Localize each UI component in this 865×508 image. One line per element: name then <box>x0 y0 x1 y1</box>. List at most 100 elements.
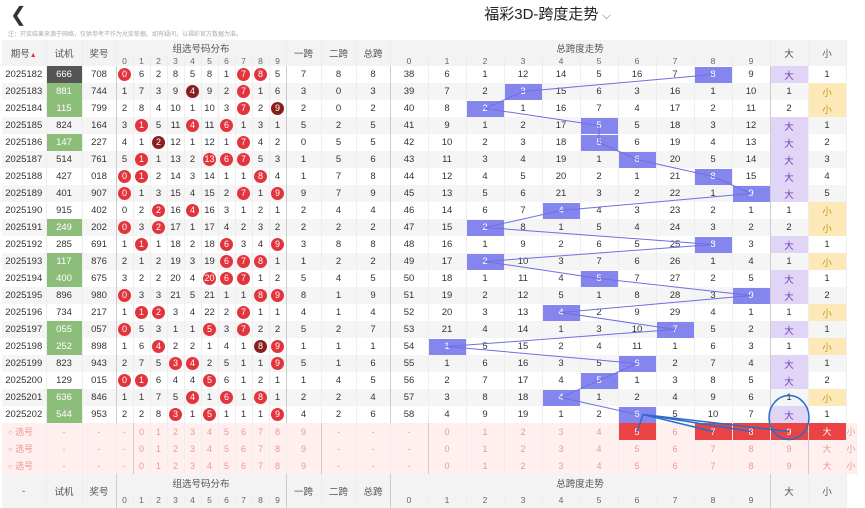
pick-digit-7[interactable]: 7 <box>252 440 270 457</box>
pick-digit-9[interactable]: 9 <box>286 457 322 474</box>
pick-trend-digit-5[interactable]: 5 <box>618 440 657 457</box>
pick-label[interactable]: ○ 选号 <box>2 440 47 457</box>
pick-digit-5[interactable]: 5 <box>218 423 236 440</box>
page-title[interactable]: 福彩3D-跨度走势 ⌵ <box>0 3 865 24</box>
drawn-ball: 3 <box>169 408 182 421</box>
sort-icon[interactable]: ▲ <box>29 52 37 59</box>
pick-digit-8[interactable]: 8 <box>269 440 287 457</box>
pick-digit-3[interactable]: 3 <box>184 423 202 440</box>
pick-small[interactable]: 小 <box>846 423 857 440</box>
pick-digit-6[interactable]: 6 <box>235 423 253 440</box>
pick-digit-1[interactable]: 1 <box>150 457 168 474</box>
pick-digit-2[interactable]: 2 <box>167 423 185 440</box>
pick-trend-digit-9[interactable]: 9 <box>770 440 809 457</box>
pick-small[interactable]: 小 <box>846 457 857 474</box>
pick-digit-4[interactable]: 4 <box>201 423 219 440</box>
trend-cell-7: 1 <box>656 338 695 355</box>
pick-digit-4[interactable]: 4 <box>201 457 219 474</box>
pick-digit-2[interactable]: 2 <box>167 457 185 474</box>
dist-miss: 5 <box>172 392 179 403</box>
back-chevron-left-icon[interactable]: ❮ <box>10 2 27 26</box>
trend-miss: 3 <box>482 307 488 318</box>
radio-icon[interactable]: ○ <box>8 428 16 437</box>
pick-trend-digit-5[interactable]: 5 <box>618 423 657 440</box>
pick-label[interactable]: ○ 选号 <box>2 457 47 474</box>
pick-digit-8[interactable]: 8 <box>269 457 287 474</box>
pick-trend-digit-1[interactable]: 1 <box>466 423 505 440</box>
pick-trend-digit-2[interactable]: 2 <box>504 440 543 457</box>
pick-digit-7[interactable]: 7 <box>252 423 270 440</box>
dist-cell-9: 4 <box>269 168 287 185</box>
pick-digit-5[interactable]: 5 <box>218 440 236 457</box>
pick-small[interactable]: 小 <box>846 440 857 457</box>
pick-trend-digit-1[interactable]: 1 <box>466 440 505 457</box>
pick-big[interactable]: 大 <box>808 457 847 474</box>
pick-trend-digit-4[interactable]: 4 <box>580 457 619 474</box>
radio-icon[interactable]: ○ <box>8 462 16 471</box>
pick-trend-digit-6[interactable]: 6 <box>656 423 695 440</box>
pick-trend-digit-6[interactable]: 6 <box>656 440 695 457</box>
pick-trend-digit-7[interactable]: 7 <box>694 457 733 474</box>
pick-label[interactable]: ○ 选号 <box>2 423 47 440</box>
pick-trend-digit-0[interactable]: 0 <box>428 440 467 457</box>
trend-cell-0: 55 <box>390 355 429 372</box>
pick-digit-9[interactable]: 9 <box>286 440 322 457</box>
issue-cell: 2025190 <box>2 202 47 219</box>
pick-digit-6[interactable]: 6 <box>235 457 253 474</box>
radio-icon[interactable]: ○ <box>8 445 16 454</box>
pick-trend-digit-7[interactable]: 7 <box>694 440 733 457</box>
pick-digit-0[interactable]: 0 <box>133 457 151 474</box>
col-issue[interactable]: 期号▲ <box>2 40 47 66</box>
pick-trend-digit-3[interactable]: 3 <box>542 457 581 474</box>
pick-trend-digit-3[interactable]: 3 <box>542 423 581 440</box>
pick-trend-digit-4[interactable]: 4 <box>580 440 619 457</box>
dist-cell-4: 4 <box>184 83 202 100</box>
pick-trend-digit-8[interactable]: 8 <box>732 457 771 474</box>
pick-trend-digit-7[interactable]: 7 <box>694 423 733 440</box>
pick-digit-4[interactable]: 4 <box>201 440 219 457</box>
pick-digit-2[interactable]: 2 <box>167 440 185 457</box>
dist-cell-6: 4 <box>218 219 236 236</box>
trend-cell-9: 3 <box>732 338 771 355</box>
pick-digit-0[interactable]: 0 <box>133 423 151 440</box>
pick-digit-5[interactable]: 5 <box>218 457 236 474</box>
small-cell: 1 <box>808 236 847 253</box>
pick-big[interactable]: 大 <box>808 440 847 457</box>
pick-trend-digit-8[interactable]: 8 <box>732 440 771 457</box>
trend-miss: 44 <box>403 171 415 182</box>
prize-cell: 953 <box>82 406 117 423</box>
pick-trend-digit-9[interactable]: 9 <box>770 457 809 474</box>
dist-miss: 1 <box>223 69 230 80</box>
pick-digit-6[interactable]: 6 <box>235 440 253 457</box>
pick-trend-digit-1[interactable]: 1 <box>466 457 505 474</box>
pick-trend-digit-5[interactable]: 5 <box>618 457 657 474</box>
pick-trend-digit-3[interactable]: 3 <box>542 440 581 457</box>
pick-trend-digit-8[interactable]: 8 <box>732 423 771 440</box>
pick-trend-digit-6[interactable]: 6 <box>656 457 695 474</box>
pick-trend-digit-0[interactable]: 0 <box>428 423 467 440</box>
pick-digit-3[interactable]: 3 <box>184 440 202 457</box>
pick-digit-8[interactable]: 8 <box>269 423 287 440</box>
pick-digit-9[interactable]: 9 <box>286 423 322 440</box>
page-title-text[interactable]: 福彩3D-跨度走势 <box>484 6 599 23</box>
pick-trend-digit-9[interactable]: 9 <box>770 423 809 440</box>
trend-miss: 18 <box>517 392 529 403</box>
pick-trend-digit-2[interactable]: 2 <box>504 457 543 474</box>
pick-trend-digit-0[interactable]: 0 <box>428 457 467 474</box>
trial-cell: 055 <box>46 321 83 338</box>
footer-trial: 试机 <box>46 474 83 508</box>
pick-trend-digit-4[interactable]: 4 <box>580 423 619 440</box>
pick-digit-7[interactable]: 7 <box>252 457 270 474</box>
pick-trend-digit-2[interactable]: 2 <box>504 423 543 440</box>
pick-digit-1[interactable]: 1 <box>150 440 168 457</box>
total-span-cell: 2 <box>356 100 391 117</box>
trend-cell-4: 5 <box>542 287 581 304</box>
trend-cell-0: 38 <box>390 66 429 83</box>
chevron-down-icon[interactable]: ⌵ <box>602 9 611 22</box>
pick-digit-0[interactable]: 0 <box>133 440 151 457</box>
pick-big[interactable]: 大 <box>808 423 847 440</box>
trend-miss: 10 <box>631 324 643 335</box>
trend-miss: 3 <box>748 239 754 250</box>
pick-digit-3[interactable]: 3 <box>184 457 202 474</box>
pick-digit-1[interactable]: 1 <box>150 423 168 440</box>
